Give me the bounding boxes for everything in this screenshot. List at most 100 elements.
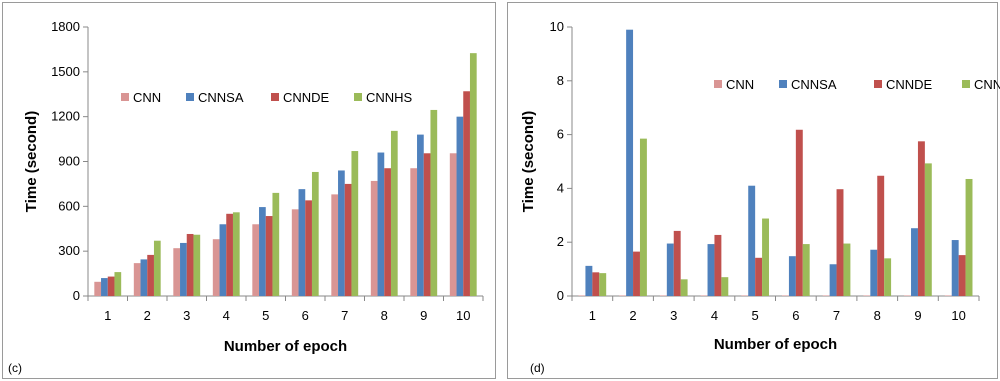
chart-c-x-tick-label: 5 <box>262 308 269 323</box>
chart-c-legend-label-cnn: CNN <box>133 90 161 105</box>
chart-d-bar-cnn-8 <box>863 295 871 296</box>
chart-c-x-tick-label: 1 <box>104 308 111 323</box>
chart-d-bar-cnn-2 <box>619 295 627 296</box>
chart-d-bar-cnnde-6 <box>795 129 803 296</box>
chart-d-bar-cnnsa-2 <box>626 29 634 296</box>
chart-c-panel-label: (c) <box>8 361 22 375</box>
chart-c-bar-cnnde-10 <box>463 91 470 296</box>
chart-d-bar-cnnsa-4 <box>707 244 715 296</box>
chart-c-bar-cnn-5 <box>252 224 260 296</box>
chart-c-bar-cnnsa-1 <box>101 278 108 296</box>
chart-d-x-tick-label: 7 <box>833 308 840 323</box>
chart-c-bar-cnnde-7 <box>344 183 352 296</box>
chart-c-bar-cnnde-5 <box>265 216 273 296</box>
chart-c-legend-swatch-cnnsa <box>186 93 194 101</box>
chart-c-bar-cnnhs-9 <box>430 109 438 296</box>
chart-d-bar-cnn-1 <box>578 295 586 296</box>
chart-c-y-tick-label: 1200 <box>51 109 80 124</box>
chart-d-bar-cnnhs-5 <box>762 218 769 296</box>
chart-d-x-tick-label: 4 <box>711 308 718 323</box>
chart-d-bar-cnnhs-4 <box>721 277 729 296</box>
chart-d-y-tick-label: 0 <box>557 288 564 303</box>
chart-d-bar-cnnhs-7 <box>843 243 851 296</box>
chart-c-bar-cnnsa-7 <box>338 170 345 296</box>
chart-c-y-tick-label: 0 <box>73 288 80 303</box>
chart-d-y-tick-label: 6 <box>557 127 564 142</box>
chart-d-bar-cnnsa-1 <box>585 265 593 296</box>
chart-d-y-axis-title: Time (second) <box>520 111 537 212</box>
chart-d-bar-cnnhs-10 <box>965 178 973 296</box>
chart-d-bar-cnnhs-8 <box>884 258 892 296</box>
chart-d-legend-label-cnnhs: CNNHS <box>974 77 1000 92</box>
chart-c-bar-cnn-10 <box>449 153 457 296</box>
chart-c-bar-cnnhs-1 <box>114 272 122 296</box>
chart-c-x-tick-label: 10 <box>456 308 470 323</box>
chart-d-bar-cnnsa-3 <box>666 243 674 296</box>
chart-c-bar-cnnhs-2 <box>153 240 161 296</box>
chart-d-x-tick-label: 9 <box>914 308 921 323</box>
chart-d-bar-cnnhs-6 <box>802 244 810 296</box>
chart-c-bar-cnnsa-5 <box>259 207 266 296</box>
chart-c-x-tick-label: 7 <box>341 308 348 323</box>
chart-d-x-tick-label: 10 <box>951 308 965 323</box>
chart-c-bar-cnnhs-10 <box>469 53 477 297</box>
chart-c-legend-swatch-cnn <box>121 93 129 101</box>
chart-c-x-tick-label: 3 <box>183 308 190 323</box>
chart-d-bar-cnnde-1 <box>592 272 600 296</box>
chart-d-legend-swatch-cnnhs <box>962 80 970 88</box>
chart-c-legend-label-cnnhs: CNNHS <box>366 90 413 105</box>
chart-d-bar-cnnsa-10 <box>951 240 959 296</box>
chart-d-bar-cnnde-2 <box>633 251 640 296</box>
chart-c-bar-cnnhs-4 <box>232 212 240 296</box>
chart-d-legend-swatch-cnnsa <box>779 80 787 88</box>
chart-c-bar-cnnhs-5 <box>272 192 280 296</box>
chart-d-bar-cnnhs-3 <box>680 279 688 296</box>
chart-d-bar-cnn-9 <box>904 295 912 296</box>
chart-d-legend-label-cnnde: CNNDE <box>886 77 933 92</box>
chart-panel-c: 0 300 600 900 1200 1500 1800 1 2 3 4 5 6 7 8 9 10 Time (s… <box>2 2 496 379</box>
chart-c-y-axis-title: Time (second) <box>23 111 40 212</box>
chart-c-y-tick-label: 600 <box>58 198 80 213</box>
chart-d-bar-cnnhs-1 <box>599 273 607 296</box>
chart-c-legend-label-cnnsa: CNNSA <box>198 90 244 105</box>
chart-c-x-tick-label: 2 <box>144 308 151 323</box>
chart-d-y-tick-label: 8 <box>557 73 564 88</box>
chart-c-bar-cnn-7 <box>331 194 339 296</box>
chart-c-bar-cnnsa-3 <box>180 242 187 296</box>
chart-c-y-tick-label: 900 <box>58 154 80 169</box>
chart-c-bar-cnnsa-2 <box>140 259 148 296</box>
chart-d-bar-cnn-5 <box>741 295 749 296</box>
chart-d-bar-cnnsa-8 <box>870 249 878 296</box>
chart-d-bar-cnn-10 <box>944 295 952 296</box>
chart-d-x-tick-label: 8 <box>874 308 881 323</box>
chart-c-bar-cnnde-4 <box>226 213 233 296</box>
chart-c-bar-cnn-6 <box>291 209 299 296</box>
chart-d-bar-cnnsa-7 <box>829 264 837 296</box>
chart-d-x-axis-title: Number of epoch <box>714 336 837 353</box>
chart-d-bar-cnnsa-5 <box>748 185 756 296</box>
chart-c-bar-cnnhs-7 <box>351 151 359 296</box>
chart-c-bar-cnnhs-8 <box>390 130 398 296</box>
chart-c-bar-cnnde-2 <box>147 254 154 296</box>
chart-d-y-tick-label: 10 <box>550 19 564 34</box>
chart-d-bar-cnnde-7 <box>836 189 844 296</box>
chart-c-x-tick-label: 6 <box>302 308 309 323</box>
chart-d-y-tick-label: 2 <box>557 234 564 249</box>
chart-d-bar-cnn-4 <box>700 295 708 296</box>
chart-d-bar-cnnsa-6 <box>788 256 796 296</box>
chart-c-bar-cnn-9 <box>410 168 418 296</box>
chart-c-x-tick-label: 8 <box>381 308 388 323</box>
chart-c-bar-cnn-1 <box>94 281 102 296</box>
chart-d-bar-cnnde-3 <box>673 230 681 296</box>
chart-c-bar-cnnde-9 <box>423 153 431 296</box>
chart-d-bar-cnn-6 <box>782 295 789 296</box>
chart-d-x-tick-label: 1 <box>589 308 596 323</box>
chart-c-bar-cnnsa-10 <box>456 116 464 297</box>
chart-d-bar-cnnde-4 <box>714 234 722 296</box>
chart-c-y-tick-label: 1500 <box>51 64 80 79</box>
chart-d-legend-label-cnnsa: CNNSA <box>791 77 837 92</box>
chart-c-bar-cnn-3 <box>173 248 181 296</box>
chart-d-bar-cnnhs-2 <box>639 138 647 296</box>
chart-c-svg: 0 300 600 900 1200 1500 1800 1 2 3 4 5 6 7 8 9 10 Time (s… <box>8 19 484 375</box>
chart-c-bar-cnn-2 <box>133 263 141 296</box>
